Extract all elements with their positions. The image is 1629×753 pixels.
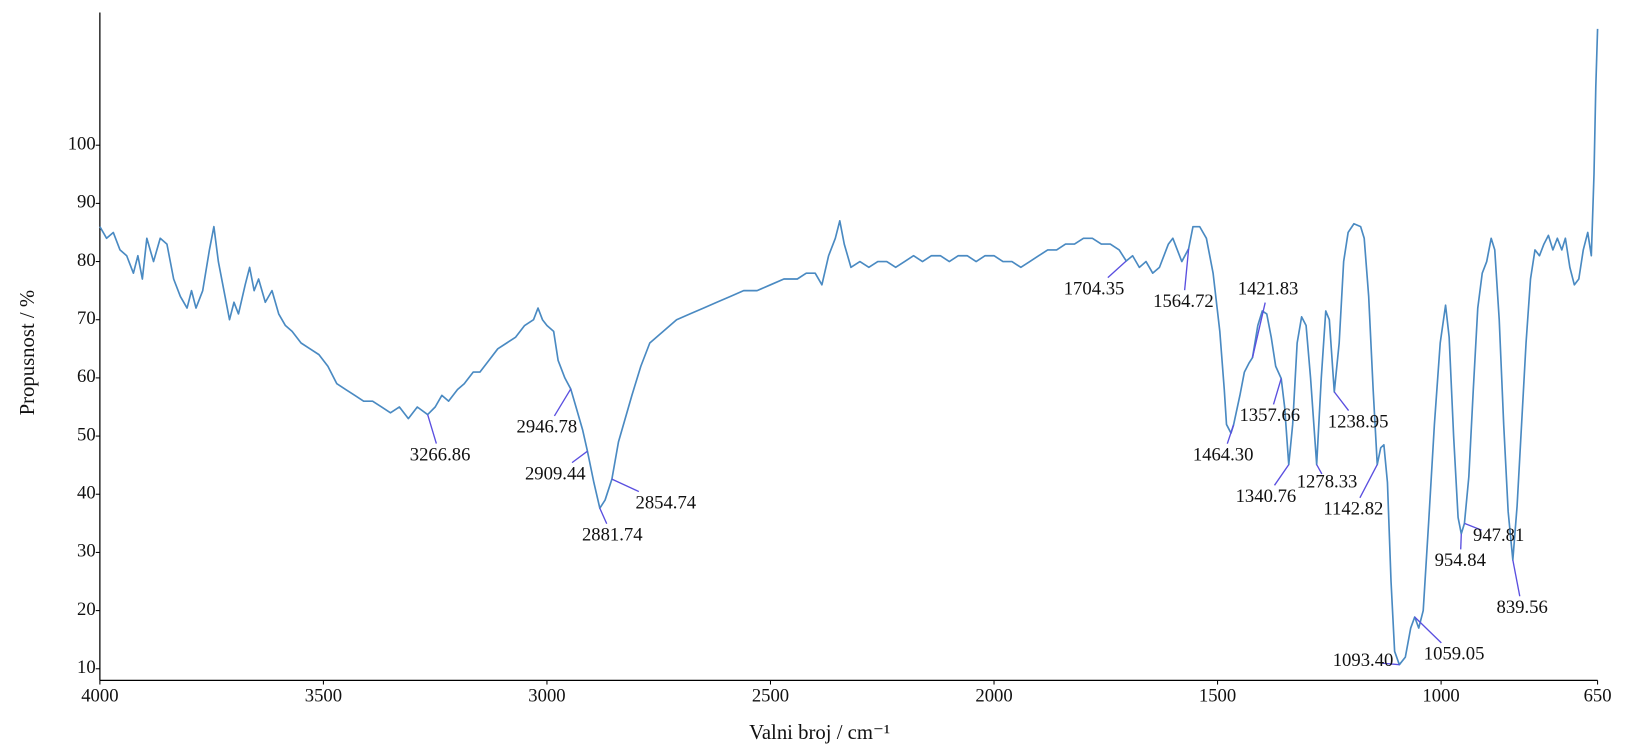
peak-label: 947.81 xyxy=(1473,525,1524,546)
peak-connector xyxy=(1381,662,1400,666)
x-tick-label: 2500 xyxy=(752,685,789,706)
y-axis-label: Propusnost / % xyxy=(17,290,39,416)
y-tick-label: 40 xyxy=(77,483,96,504)
peak-connector xyxy=(1107,260,1127,279)
peak-connector xyxy=(426,414,438,444)
peak-connector xyxy=(553,388,572,417)
peak-connector xyxy=(599,507,608,525)
x-tick-label: 650 xyxy=(1584,685,1612,706)
peak-connector xyxy=(1359,464,1378,499)
y-tick-label: 90 xyxy=(77,192,96,213)
y-tick-label: 50 xyxy=(77,424,96,445)
peak-label: 2946.78 xyxy=(517,417,578,438)
x-axis-label: Valni broj / cm⁻¹ xyxy=(749,722,890,744)
peak-label: 1464.30 xyxy=(1193,444,1254,465)
x-tick-label: 2000 xyxy=(975,685,1012,706)
peak-connector xyxy=(1512,559,1521,597)
peak-label: 1704.35 xyxy=(1064,278,1125,299)
peak-label: 839.56 xyxy=(1497,597,1548,618)
x-tick-label: 3000 xyxy=(528,685,565,706)
peak-connector xyxy=(1464,522,1482,531)
peak-connector xyxy=(1273,464,1290,486)
peak-label: 1278.33 xyxy=(1297,472,1358,493)
peak-label: 1059.05 xyxy=(1424,644,1485,665)
x-tick-label: 4000 xyxy=(81,685,118,706)
y-tick-label: 70 xyxy=(77,308,96,329)
peak-connector xyxy=(1333,391,1350,411)
peak-label: 1142.82 xyxy=(1323,498,1383,519)
peak-connector xyxy=(1460,533,1462,550)
y-tick-label: 30 xyxy=(77,541,96,562)
peak-label: 1421.83 xyxy=(1238,278,1299,299)
spectrum-line xyxy=(99,28,1599,666)
peak-label: 2909.44 xyxy=(525,463,586,484)
peak-label: 1093.40 xyxy=(1333,650,1394,671)
y-tick-label: 60 xyxy=(77,366,96,387)
x-tick-label: 1500 xyxy=(1199,685,1236,706)
peak-connector xyxy=(1183,248,1190,291)
peak-connector xyxy=(1414,616,1442,644)
peak-label: 1564.72 xyxy=(1153,291,1214,312)
y-tick-label: 80 xyxy=(77,250,96,271)
peak-label: 954.84 xyxy=(1435,550,1487,571)
y-tick-label: 20 xyxy=(77,599,96,620)
peak-connector xyxy=(611,478,640,493)
peak-label: 2881.74 xyxy=(582,524,643,545)
y-tick-label: 100 xyxy=(68,133,96,154)
peak-connector xyxy=(1226,424,1235,444)
x-tick-label: 3500 xyxy=(305,685,342,706)
y-tick-label: 10 xyxy=(77,657,96,678)
peak-label: 1340.76 xyxy=(1236,486,1297,507)
peak-label: 3266.86 xyxy=(410,444,471,465)
peak-connector xyxy=(1251,302,1266,358)
peak-connector xyxy=(1272,378,1282,405)
peak-connector xyxy=(571,450,588,464)
x-tick-label: 1000 xyxy=(1422,685,1459,706)
peak-label: 2854.74 xyxy=(636,492,697,513)
peak-connector xyxy=(1316,464,1323,475)
peak-label: 1357.66 xyxy=(1239,405,1300,426)
peak-label: 1238.95 xyxy=(1328,411,1389,432)
